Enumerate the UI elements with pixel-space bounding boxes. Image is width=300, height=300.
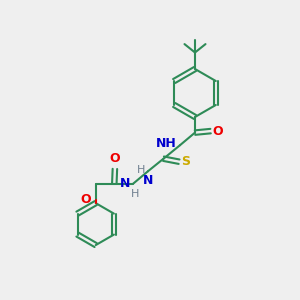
Text: NH: NH — [156, 137, 177, 150]
Text: H: H — [136, 165, 145, 175]
Text: H: H — [131, 189, 140, 199]
Text: O: O — [213, 124, 223, 138]
Text: S: S — [182, 155, 190, 168]
Text: O: O — [80, 193, 91, 206]
Text: O: O — [110, 152, 120, 165]
Text: N: N — [120, 177, 130, 190]
Text: N: N — [143, 174, 153, 187]
